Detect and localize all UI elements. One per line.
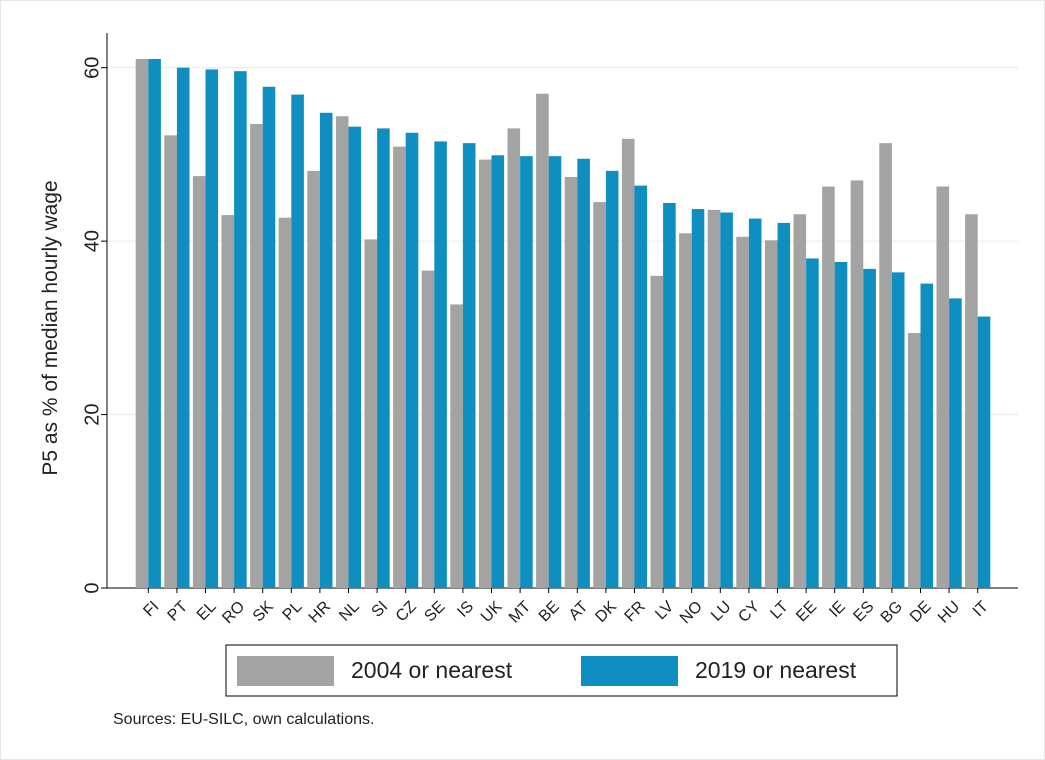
bar — [536, 93, 549, 588]
bar — [434, 141, 447, 588]
bar — [621, 138, 635, 588]
bar — [450, 304, 463, 588]
bar — [135, 59, 149, 588]
legend-box — [225, 644, 898, 697]
bar — [691, 209, 705, 588]
bar — [949, 298, 962, 588]
bar — [335, 116, 349, 588]
bar — [421, 270, 435, 588]
legend-swatch — [581, 656, 678, 686]
bar — [650, 275, 664, 588]
bar — [148, 59, 161, 588]
bar — [278, 217, 292, 588]
bar — [891, 272, 905, 588]
bar — [348, 126, 362, 588]
bar — [720, 212, 733, 588]
bar — [405, 132, 419, 588]
bar — [548, 156, 562, 588]
bar — [605, 170, 619, 588]
bar — [965, 214, 978, 588]
bar — [850, 180, 864, 588]
bar — [291, 94, 304, 588]
bar — [806, 258, 819, 588]
bar — [634, 185, 648, 588]
bar — [221, 215, 235, 588]
bar — [250, 124, 263, 588]
legend-swatch — [237, 656, 334, 686]
bar — [377, 128, 390, 588]
note: Sources: EU-SILC, own calculations. — [113, 711, 374, 728]
bar — [577, 158, 590, 588]
bar — [319, 112, 333, 588]
bar — [364, 239, 378, 588]
bar — [879, 143, 892, 588]
bar — [462, 143, 476, 588]
bar — [205, 69, 219, 588]
bar — [707, 209, 721, 588]
bar — [920, 283, 934, 588]
bar — [748, 218, 762, 588]
bar — [491, 155, 505, 588]
y-tick-label: 60 — [81, 57, 103, 79]
bar — [863, 268, 876, 588]
bar — [520, 156, 533, 588]
bar — [593, 202, 606, 588]
bar — [822, 186, 835, 588]
bar — [736, 236, 749, 588]
bar — [478, 159, 492, 588]
bar — [234, 71, 247, 588]
y-axis-label: P5 as % of median hourly wage — [39, 180, 62, 475]
bar — [307, 170, 320, 588]
y-tick-label: 20 — [81, 403, 103, 425]
bar — [764, 240, 778, 588]
bar — [907, 333, 921, 588]
y-tick-label: 40 — [81, 230, 103, 252]
bar — [936, 186, 950, 588]
legend-label: 2019 or nearest — [695, 657, 857, 683]
bar — [164, 135, 177, 588]
bar — [663, 202, 676, 588]
bar — [192, 176, 206, 588]
bar — [176, 67, 190, 588]
legend-label: 2004 or nearest — [351, 657, 513, 683]
bar — [393, 146, 406, 588]
bar — [679, 233, 692, 588]
bar — [262, 86, 276, 588]
bar — [564, 176, 578, 588]
bar — [777, 222, 791, 588]
bar — [834, 261, 848, 588]
bar — [977, 316, 991, 588]
bar — [507, 128, 521, 588]
bar — [793, 214, 807, 588]
y-tick-label: 0 — [81, 582, 103, 593]
